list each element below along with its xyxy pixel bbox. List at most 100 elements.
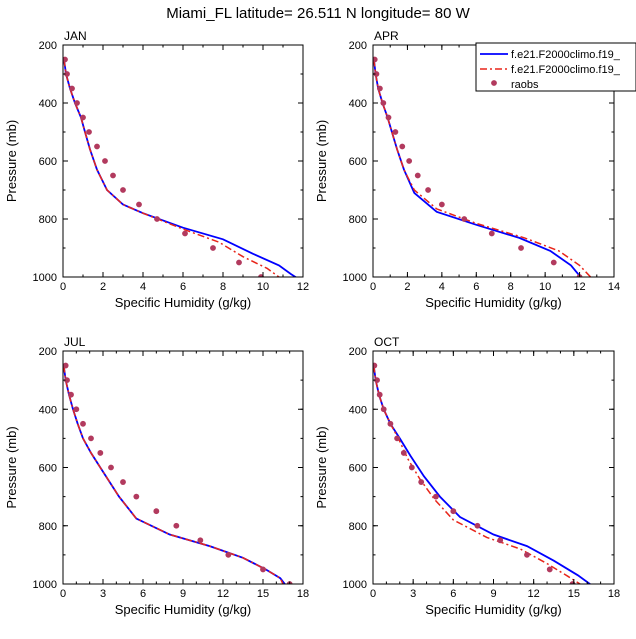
raobs-marker — [524, 551, 530, 558]
y-tick-label: 800 — [349, 521, 367, 533]
panel-jul: 0 3 6 9 12 15 18 200 400 600 800 1000 JUL Specific Hu… — [4, 335, 309, 617]
raobs-marker — [260, 566, 266, 573]
y-tick-label: 400 — [349, 98, 367, 110]
raobs-marker — [154, 216, 160, 222]
y-tick-label: 400 — [39, 98, 57, 110]
raobs-marker — [376, 391, 383, 398]
model-line-2 — [63, 365, 284, 584]
model-line-2 — [373, 59, 592, 277]
raobs-marker — [400, 450, 407, 456]
x-tick-label: 6 — [450, 588, 456, 600]
raobs-marker — [387, 420, 394, 427]
y-tick-label: 800 — [349, 214, 367, 226]
x-tick-label: 18 — [608, 588, 620, 600]
y-tick-label: 200 — [39, 40, 57, 52]
raobs-marker — [373, 56, 378, 63]
model-line-1 — [63, 59, 298, 277]
x-tick-label: 12 — [297, 281, 309, 293]
x-axis-label: Specific Humidity (g/kg) — [115, 602, 252, 617]
y-tick-label: 800 — [39, 521, 57, 533]
x-tick-label: 18 — [297, 588, 309, 600]
raobs-marker — [406, 158, 413, 164]
raobs-marker — [399, 143, 406, 150]
raobs-marker — [433, 493, 439, 500]
raobs-marker — [394, 435, 400, 442]
x-tick-label: 10 — [539, 281, 551, 293]
x-tick-label: 12 — [573, 281, 585, 293]
x-tick-label: 3 — [410, 588, 416, 600]
panel-month-label: JAN — [64, 29, 87, 43]
model-line-1 — [373, 59, 582, 277]
legend-box — [475, 42, 636, 92]
raobs-marker — [86, 129, 92, 135]
x-tick-label: 12 — [528, 588, 540, 600]
x-tick-label: 6 — [473, 281, 479, 293]
y-axis-label: Pressure (mb) — [314, 426, 329, 508]
plot-area — [63, 362, 293, 584]
x-tick-label: 9 — [180, 588, 186, 600]
panel-month-label: OCT — [374, 335, 400, 349]
raobs-marker — [414, 172, 421, 179]
panel-apr: 0 2 4 6 8 10 12 14 200 400 600 800 1000 APR Specific H… — [314, 29, 620, 310]
raobs-marker — [461, 216, 468, 222]
model-line-2 — [63, 59, 281, 277]
raobs-marker — [68, 391, 74, 398]
raobs-marker — [97, 450, 104, 456]
plot-area — [373, 362, 592, 584]
raobs-marker — [80, 420, 86, 427]
axes-frame — [62, 44, 304, 278]
model-line-1 — [373, 365, 592, 584]
x-tick-label: 10 — [257, 281, 269, 293]
y-tick-label: 1000 — [343, 272, 367, 284]
figure-title: Miami_FL latitude= 26.511 N longitude= 8… — [166, 5, 470, 22]
raobs-marker — [258, 274, 264, 277]
model-line-1 — [63, 365, 286, 584]
raobs-marker — [380, 100, 387, 106]
legend-label-1: f.e21.F2000climo.f19_ — [511, 49, 621, 61]
raobs-marker — [88, 435, 94, 442]
y-tick-label: 600 — [349, 156, 367, 168]
x-tick-label: 4 — [140, 281, 146, 293]
raobs-marker — [136, 201, 142, 208]
raobs-marker — [408, 464, 415, 471]
plot-area — [373, 56, 592, 277]
x-tick-label: 2 — [404, 281, 410, 293]
raobs-marker — [518, 245, 524, 251]
y-tick-label: 600 — [349, 463, 367, 475]
raobs-marker — [380, 406, 387, 413]
raobs-marker — [108, 464, 114, 471]
raobs-marker — [80, 114, 86, 121]
y-tick-label: 400 — [39, 404, 57, 416]
raobs-marker — [376, 85, 383, 92]
raobs-marker — [153, 508, 160, 515]
x-tick-label: 3 — [100, 588, 106, 600]
raobs-marker — [74, 100, 80, 106]
y-tick-label: 400 — [349, 404, 367, 416]
raobs-marker — [210, 245, 216, 251]
raobs-marker — [225, 551, 232, 558]
raobs-marker — [450, 508, 457, 515]
x-tick-label: 8 — [508, 281, 514, 293]
raobs-marker — [497, 537, 504, 544]
y-tick-label: 800 — [39, 214, 57, 226]
raobs-marker — [438, 201, 445, 208]
raobs-marker — [385, 114, 392, 121]
legend-label-2: f.e21.F2000climo.f19_ — [511, 64, 621, 76]
x-axis-label: Specific Humidity (g/kg) — [115, 295, 252, 310]
raobs-marker — [110, 172, 116, 179]
x-tick-label: 8 — [220, 281, 226, 293]
x-tick-label: 15 — [568, 588, 580, 600]
panel-jan: 0 2 4 6 8 10 12 200 400 600 800 1000 JAN Specific Hum… — [4, 29, 309, 310]
legend-label-3: raobs — [511, 79, 539, 91]
raobs-marker — [373, 362, 378, 369]
raobs-marker — [474, 522, 481, 529]
raobs-marker — [425, 187, 431, 193]
raobs-marker — [182, 230, 188, 237]
y-axis-label: Pressure (mb) — [4, 426, 19, 508]
x-tick-label: 0 — [60, 588, 66, 600]
raobs-marker — [120, 479, 126, 485]
plot-area — [63, 56, 298, 277]
x-tick-label: 6 — [180, 281, 186, 293]
raobs-marker — [133, 493, 140, 500]
